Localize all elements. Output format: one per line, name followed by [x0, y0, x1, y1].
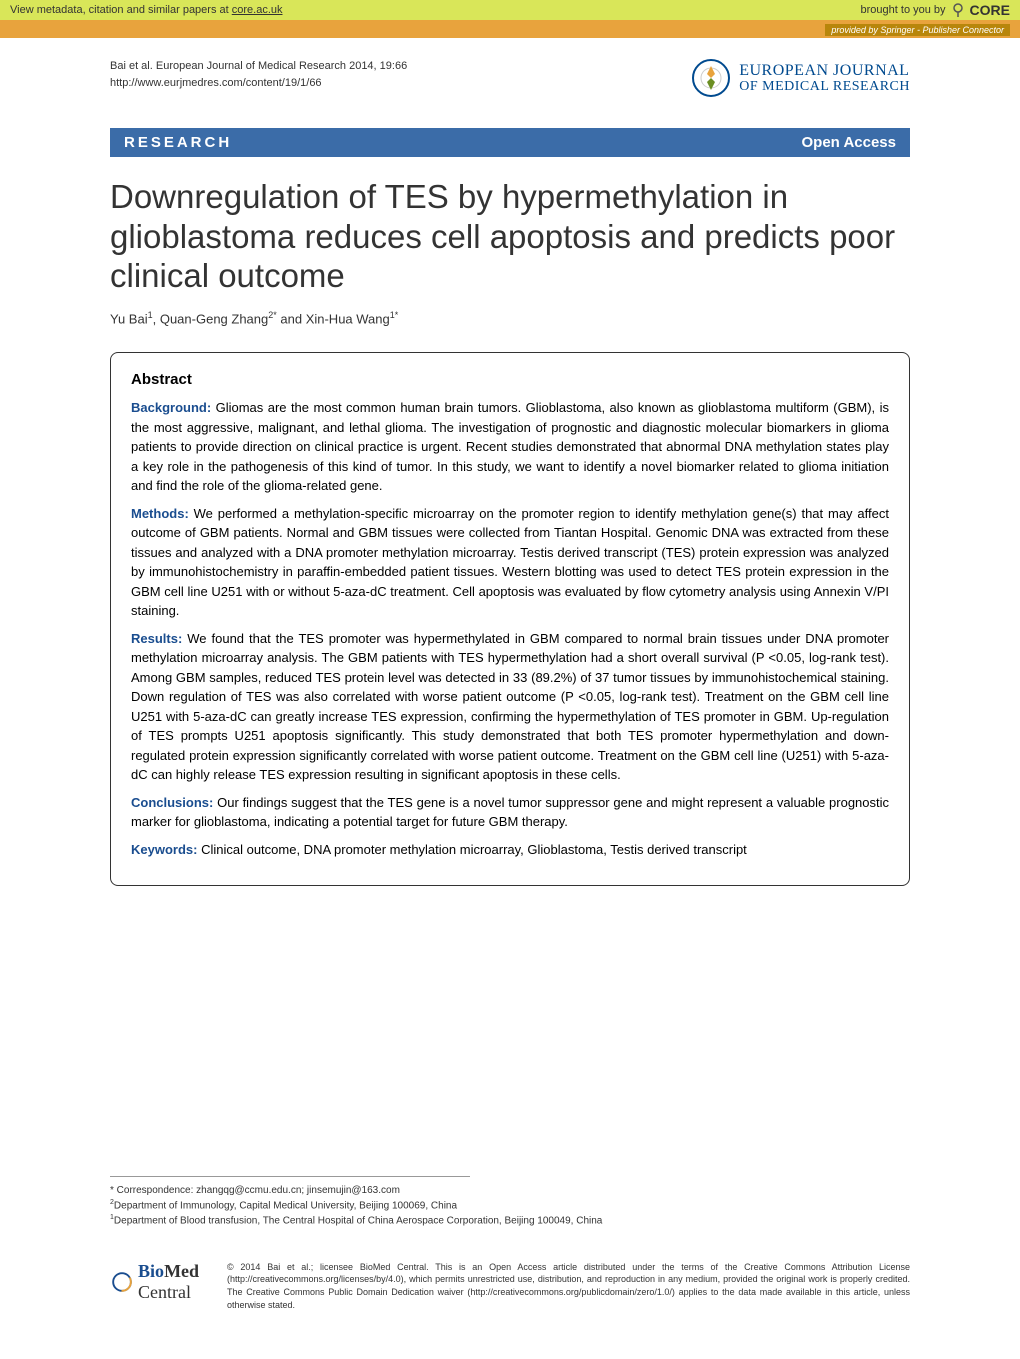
- core-icon: [950, 2, 966, 18]
- abstract-box: Abstract Background: Gliomas are the mos…: [110, 352, 910, 886]
- author-3: Xin-Hua Wang: [306, 311, 390, 326]
- biomed-text: BioMed Central: [138, 1261, 213, 1303]
- abstract-keywords: Keywords: Clinical outcome, DNA promoter…: [131, 840, 889, 860]
- methods-label: Methods:: [131, 506, 194, 521]
- sep1: ,: [153, 311, 160, 326]
- biomed-logo: BioMed Central: [110, 1261, 213, 1303]
- core-banner-right: brought to you by CORE: [861, 2, 1010, 18]
- core-logo-text: CORE: [970, 2, 1010, 18]
- abstract-methods: Methods: We performed a methylation-spec…: [131, 504, 889, 621]
- author-2-sup: 2*: [268, 310, 277, 320]
- core-banner: View metadata, citation and similar pape…: [0, 0, 1020, 20]
- provided-by-bar: provided by Springer - Publisher Connect…: [0, 20, 1020, 38]
- conclusions-label: Conclusions:: [131, 795, 217, 810]
- journal-logo: EUROPEAN JOURNAL OF MEDICAL RESEARCH: [691, 58, 910, 98]
- provided-by-text: provided by Springer - Publisher Connect…: [825, 24, 1010, 36]
- biomed-med: Med: [164, 1261, 199, 1281]
- article-title: Downregulation of TES by hypermethylatio…: [110, 177, 910, 296]
- journal-icon: [691, 58, 731, 98]
- metadata-prefix: View metadata, citation and similar pape…: [10, 4, 232, 16]
- methods-text: We performed a methylation-specific micr…: [131, 506, 889, 619]
- background-text: Gliomas are the most common human brain …: [131, 400, 889, 493]
- abstract-conclusions: Conclusions: Our findings suggest that t…: [131, 793, 889, 832]
- abstract-heading: Abstract: [131, 371, 889, 388]
- citation-block: Bai et al. European Journal of Medical R…: [110, 58, 407, 91]
- brought-by-text: brought to you by: [861, 4, 946, 16]
- journal-name: EUROPEAN JOURNAL OF MEDICAL RESEARCH: [739, 62, 910, 95]
- abstract-background: Background: Gliomas are the most common …: [131, 398, 889, 496]
- header-row: Bai et al. European Journal of Medical R…: [110, 58, 910, 98]
- journal-name-line1: EUROPEAN JOURNAL: [739, 62, 910, 80]
- results-label: Results:: [131, 631, 187, 646]
- conclusions-text: Our findings suggest that the TES gene i…: [131, 795, 889, 830]
- author-2: Quan-Geng Zhang: [160, 311, 268, 326]
- affiliation-2: 2Department of Immunology, Capital Medic…: [110, 1198, 910, 1213]
- badge-row: RESEARCH Open Access: [110, 128, 910, 157]
- sep2: and: [277, 311, 306, 326]
- license-block: BioMed Central © 2014 Bai et al.; licens…: [110, 1249, 910, 1323]
- aff2-text: Department of Immunology, Capital Medica…: [114, 1200, 457, 1211]
- correspondence: * Correspondence: zhangqg@ccmu.edu.cn; j…: [110, 1183, 910, 1229]
- content-wrapper: Bai et al. European Journal of Medical R…: [0, 38, 1020, 1343]
- biomed-bio: Bio: [138, 1261, 164, 1281]
- keywords-label: Keywords:: [131, 842, 201, 857]
- aff1-text: Department of Blood transfusion, The Cen…: [114, 1216, 602, 1227]
- biomed-icon: [110, 1263, 134, 1301]
- correspondence-emails: * Correspondence: zhangqg@ccmu.edu.cn; j…: [110, 1183, 910, 1198]
- abstract-results: Results: We found that the TES promoter …: [131, 629, 889, 785]
- affiliation-1: 1Department of Blood transfusion, The Ce…: [110, 1213, 910, 1228]
- biomed-central: Central: [138, 1282, 191, 1302]
- core-banner-left: View metadata, citation and similar pape…: [10, 4, 861, 16]
- results-text: We found that the TES promoter was hyper…: [131, 631, 889, 783]
- citation-url[interactable]: http://www.eurjmedres.com/content/19/1/6…: [110, 77, 322, 89]
- keywords-text: Clinical outcome, DNA promoter methylati…: [201, 842, 747, 857]
- author-1: Yu Bai: [110, 311, 148, 326]
- background-label: Background:: [131, 400, 216, 415]
- author-3-sup: 1*: [390, 310, 399, 320]
- open-access-badge: Open Access: [802, 134, 897, 151]
- footer-divider: [110, 1176, 470, 1177]
- authors: Yu Bai1, Quan-Geng Zhang2* and Xin-Hua W…: [110, 310, 910, 326]
- license-text: © 2014 Bai et al.; licensee BioMed Centr…: [227, 1261, 910, 1311]
- journal-name-line2: OF MEDICAL RESEARCH: [739, 79, 910, 94]
- core-link[interactable]: core.ac.uk: [232, 4, 283, 16]
- research-badge: RESEARCH: [124, 134, 232, 151]
- citation-line1: Bai et al. European Journal of Medical R…: [110, 58, 407, 75]
